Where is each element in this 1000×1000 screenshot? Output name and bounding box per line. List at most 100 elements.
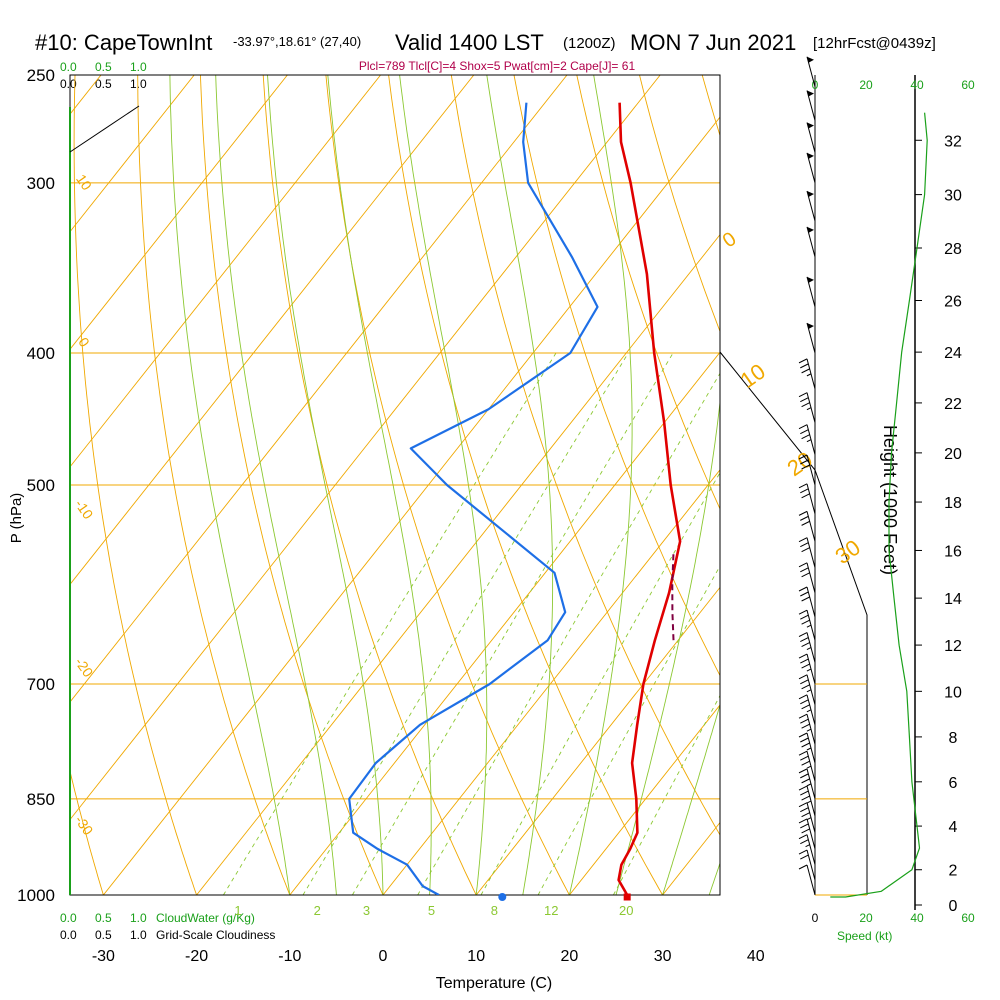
moist-adiabat-line bbox=[215, 75, 337, 895]
wind-barb bbox=[798, 732, 816, 764]
barb-feather bbox=[798, 802, 808, 808]
barb-staff bbox=[806, 694, 816, 725]
barb-feather bbox=[798, 768, 808, 774]
wind-barb bbox=[798, 510, 816, 542]
dry-adiabat-line bbox=[325, 75, 570, 895]
wind-barb bbox=[806, 276, 816, 308]
barb-feather bbox=[801, 619, 810, 625]
barb-feather bbox=[800, 773, 809, 779]
barb-feather bbox=[801, 520, 810, 526]
barb-staff bbox=[806, 768, 816, 799]
wind-barb bbox=[798, 864, 816, 896]
barb-feather bbox=[798, 537, 808, 543]
speed-axis-title: Speed (kt) bbox=[837, 929, 892, 943]
wind-barb bbox=[798, 750, 816, 782]
wind-barb bbox=[798, 586, 816, 618]
wind-barb bbox=[798, 392, 816, 423]
height-tick-label: 14 bbox=[944, 591, 962, 608]
barb-feather bbox=[801, 795, 810, 801]
barb-feather bbox=[798, 864, 808, 870]
barb-staff bbox=[806, 454, 816, 486]
height-tick-label: 18 bbox=[944, 495, 962, 512]
wind-barbs bbox=[798, 56, 816, 896]
height-tick-label: 8 bbox=[949, 730, 958, 747]
barb-feather bbox=[798, 632, 808, 637]
barb-feather bbox=[801, 368, 810, 374]
mixing-ratio-line bbox=[302, 352, 629, 895]
barb-feather bbox=[798, 849, 808, 855]
wind-barb bbox=[798, 609, 816, 641]
wind-speed-profile bbox=[830, 112, 928, 898]
barb-feather bbox=[798, 713, 808, 719]
dry-adiabat-line bbox=[199, 75, 384, 895]
dewpoint-line bbox=[348, 102, 599, 895]
barb-feather bbox=[798, 483, 808, 489]
isotherm-label: 0 bbox=[75, 334, 93, 350]
temperature-tick-label: 20 bbox=[561, 948, 579, 965]
barb-feather bbox=[801, 642, 810, 647]
wind-barb bbox=[806, 226, 816, 258]
barb-half-feather bbox=[806, 373, 812, 377]
wind-barb bbox=[798, 834, 816, 865]
moist-adiabat-line bbox=[169, 75, 291, 895]
barb-feather bbox=[798, 424, 808, 430]
speed-tick-top: 20 bbox=[859, 78, 873, 92]
cloudiness-legend: Grid-Scale Cloudiness bbox=[156, 928, 275, 942]
barb-half-feather bbox=[806, 668, 812, 672]
barb-area-boundary bbox=[719, 351, 868, 895]
wind-barb bbox=[798, 562, 816, 593]
wind-barb bbox=[806, 122, 816, 153]
top-scale-black-0: 0.0 bbox=[60, 77, 77, 91]
height-tick-label: 20 bbox=[944, 446, 962, 463]
bottom-scale-green-1: 0.5 bbox=[95, 911, 112, 925]
temperature-tick-label: -20 bbox=[185, 948, 208, 965]
wind-barb bbox=[798, 358, 816, 389]
barb-feather bbox=[798, 694, 808, 700]
wind-barb bbox=[798, 483, 816, 514]
barb-feather bbox=[800, 807, 809, 813]
barb-feather bbox=[800, 488, 809, 494]
barb-feather bbox=[800, 591, 809, 597]
moist-adiabat-line bbox=[486, 75, 554, 895]
wind-barb bbox=[798, 653, 816, 685]
height-tick-label: 12 bbox=[944, 638, 962, 655]
dry-adiabat-line bbox=[701, 75, 720, 138]
barb-feather bbox=[798, 510, 808, 516]
barb-half-feather bbox=[806, 647, 812, 650]
parcel-line bbox=[671, 551, 675, 641]
mixing-ratio-line bbox=[537, 565, 720, 895]
pressure-tick-label: 300 bbox=[27, 174, 55, 193]
top-scale-black-1: 0.5 bbox=[95, 77, 112, 91]
barb-feather bbox=[798, 732, 808, 738]
isotherm-line bbox=[70, 75, 288, 350]
height-tick-label: 32 bbox=[944, 133, 962, 150]
mixing-ratio-label: 8 bbox=[491, 903, 498, 918]
bottom-scale-black-2: 1.0 bbox=[130, 928, 147, 942]
barb-pennant bbox=[807, 191, 814, 198]
dry-adiabat-line bbox=[758, 51, 1000, 924]
barb-feather bbox=[798, 834, 808, 840]
barb-staff bbox=[806, 537, 816, 568]
barb-feather bbox=[800, 699, 809, 705]
barb-staff bbox=[806, 714, 816, 745]
mixing-ratio-label: 1 bbox=[234, 903, 241, 918]
dry-adiabat-line bbox=[137, 75, 291, 895]
mixing-ratio-line bbox=[352, 352, 674, 895]
pressure-tick-label: 500 bbox=[27, 476, 55, 495]
dry-adiabat-line bbox=[73, 75, 198, 895]
barb-half-feather bbox=[806, 689, 812, 693]
barb-staff bbox=[806, 562, 816, 593]
barb-staff bbox=[806, 653, 816, 685]
barb-feather bbox=[801, 596, 810, 602]
barb-staff bbox=[806, 802, 816, 833]
dry-adiabat-line bbox=[944, 51, 1000, 924]
barb-half-feather bbox=[806, 407, 812, 411]
moist-adiabat-line bbox=[662, 703, 720, 895]
barb-feather bbox=[801, 684, 810, 690]
barb-half-feather bbox=[806, 728, 812, 732]
wind-barb bbox=[806, 322, 816, 354]
barb-feather bbox=[800, 718, 809, 724]
wind-barb bbox=[798, 632, 816, 663]
wind-barb bbox=[798, 424, 816, 455]
cloudwater-legend: CloudWater (g/Kg) bbox=[156, 911, 255, 925]
